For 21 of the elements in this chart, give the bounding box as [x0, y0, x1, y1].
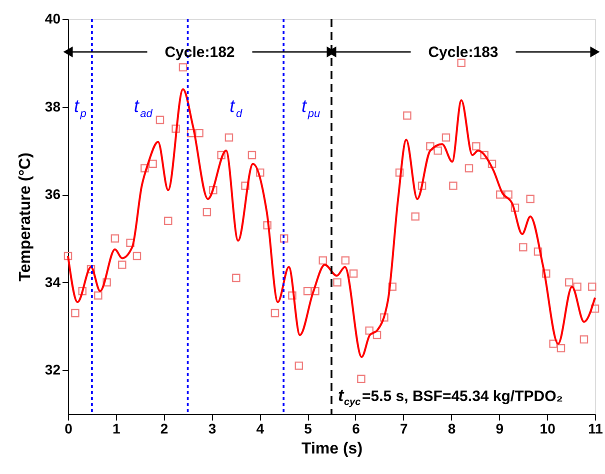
- annotation: Cycle:183: [428, 44, 498, 61]
- y-tick-label: 34: [44, 274, 61, 290]
- x-axis-title: Time (s): [301, 440, 363, 458]
- x-tick-label: 0: [64, 420, 73, 436]
- x-tick-label: 11: [588, 420, 604, 436]
- x-tick-label: 1: [112, 420, 121, 436]
- y-tick-label: 36: [44, 186, 61, 202]
- x-tick-label: 5: [304, 420, 312, 436]
- annotation: Cycle:182: [164, 44, 235, 61]
- x-tick-label: 3: [208, 420, 216, 436]
- x-tick-label: 4: [256, 420, 264, 436]
- y-tick-label: 38: [44, 98, 61, 114]
- x-tick-label: 2: [160, 420, 168, 436]
- y-tick-label: 32: [44, 362, 61, 378]
- x-tick-label: 7: [400, 420, 408, 436]
- y-axis-title: Temperature (°C): [16, 152, 34, 282]
- x-tick-label: 6: [352, 420, 360, 436]
- y-tick-label: 40: [44, 10, 61, 26]
- x-tick-label: 8: [448, 420, 456, 436]
- x-tick-label: 10: [540, 420, 556, 436]
- x-tick-label: 9: [496, 420, 504, 436]
